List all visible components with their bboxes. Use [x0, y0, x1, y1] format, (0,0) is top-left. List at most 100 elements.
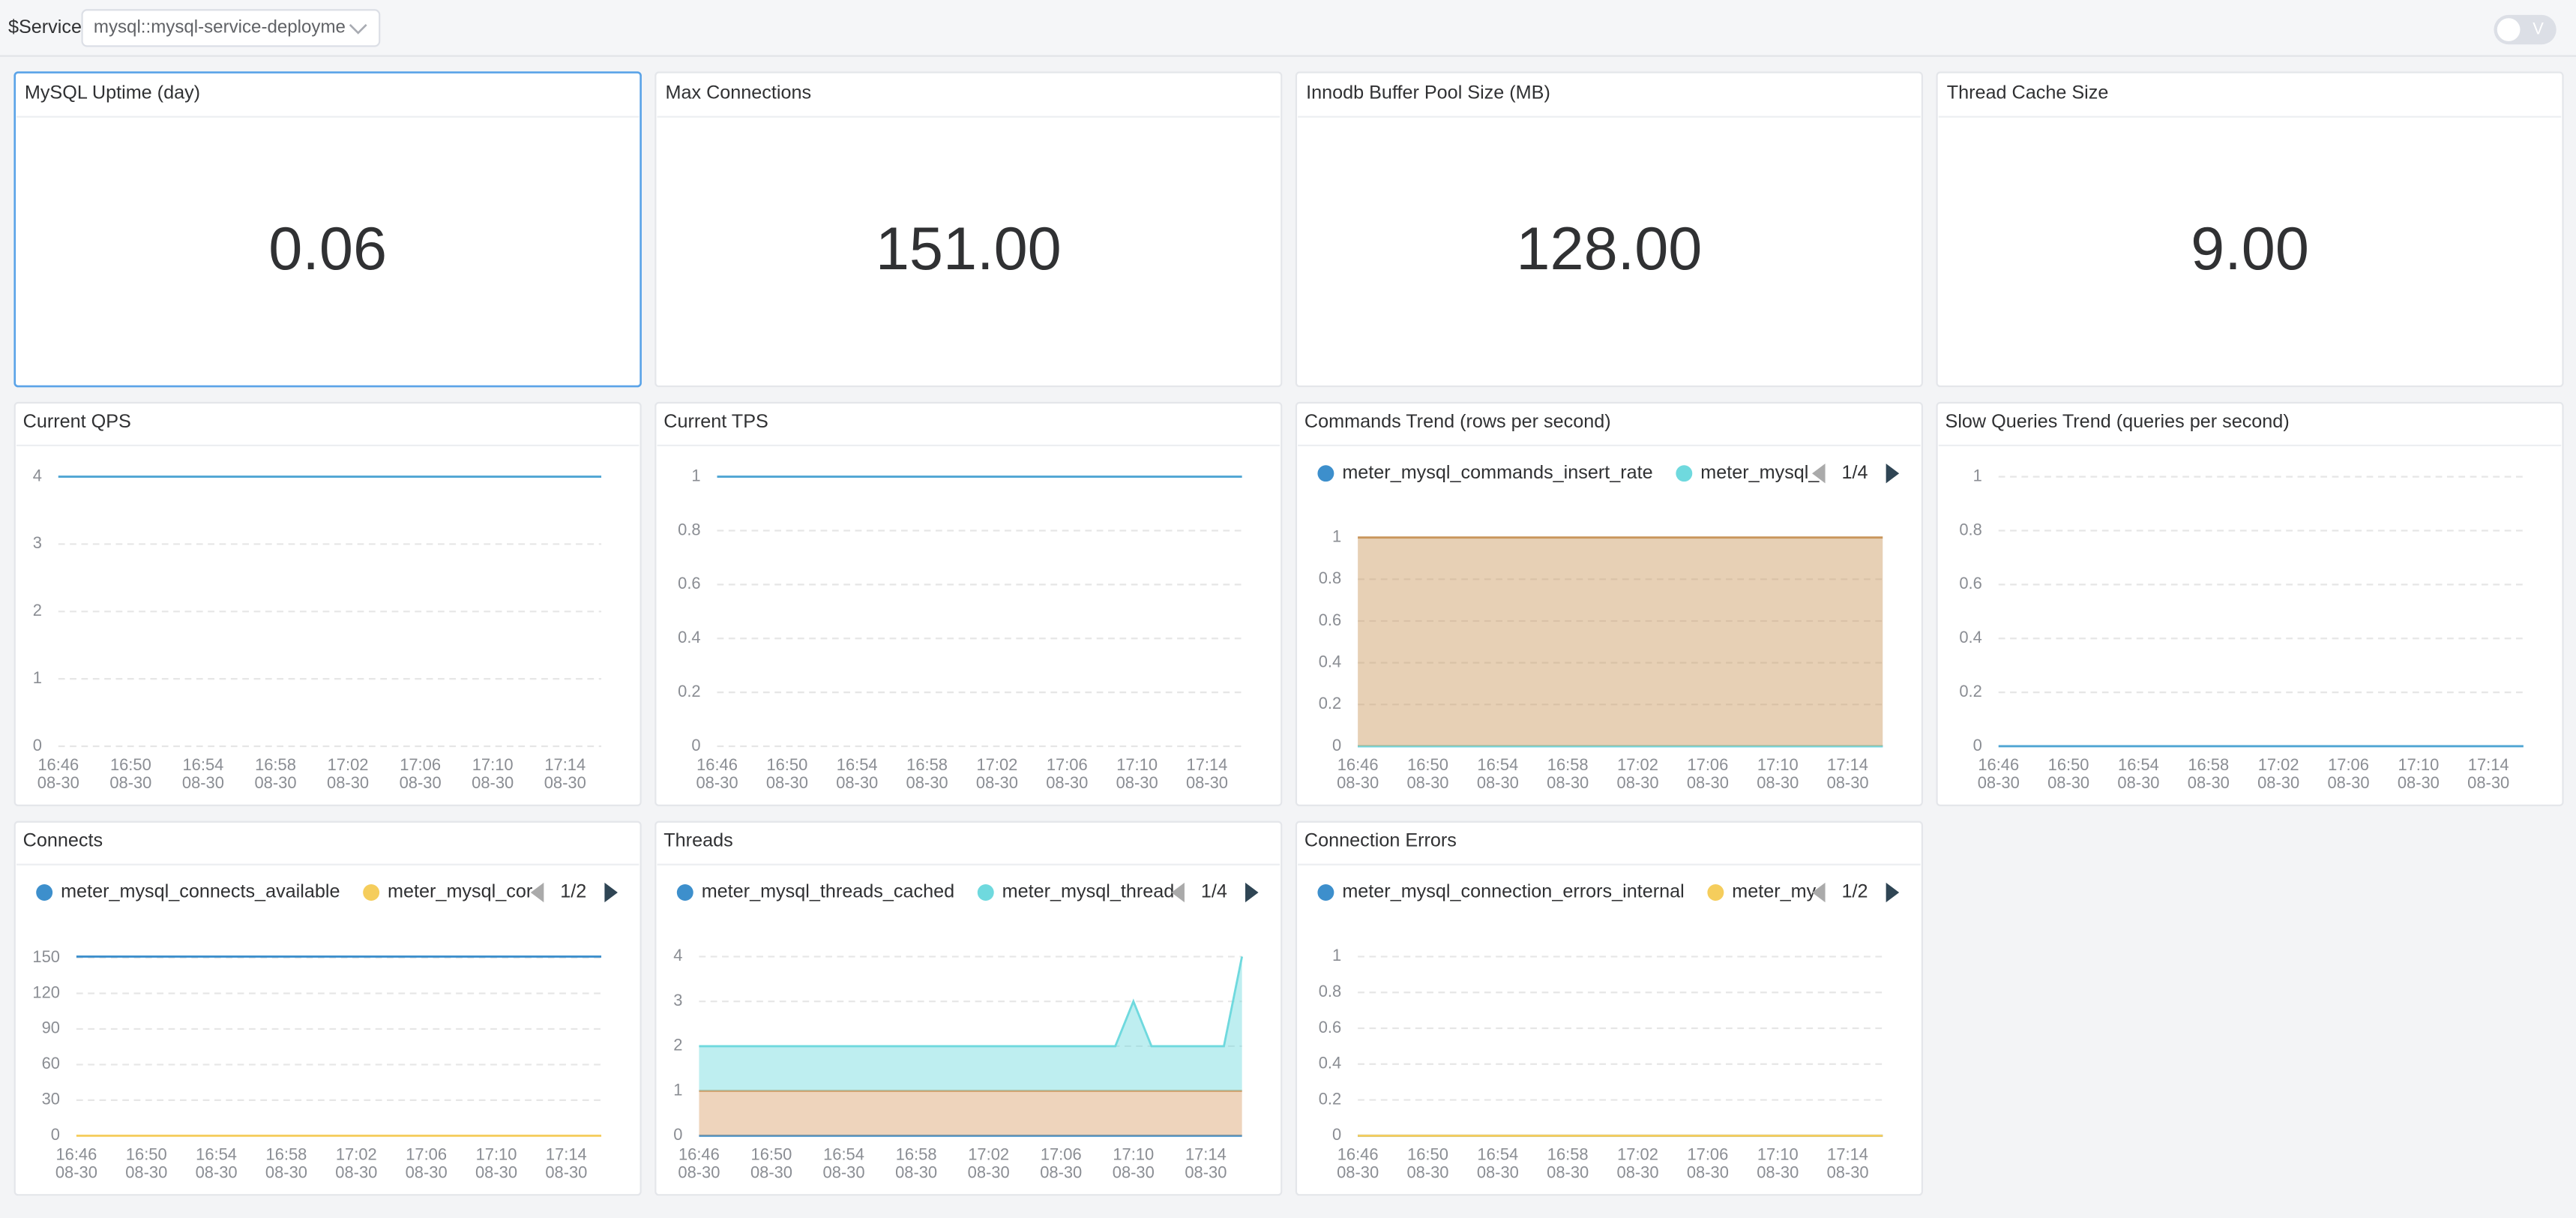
x-tick-date: 08-30: [1617, 1163, 1659, 1182]
x-tick-label: 16:58: [266, 1144, 307, 1163]
select-value[interactable]: mysql::mysql-service-deployme: [94, 17, 346, 38]
x-tick-date: 08-30: [836, 773, 878, 792]
y-tick-label: 0.6: [1319, 1018, 1341, 1036]
legend-marker: [363, 884, 380, 901]
x-tick-date: 08-30: [545, 1163, 587, 1182]
y-tick-label: 0: [673, 1125, 682, 1144]
panel-title: MySQL Uptime (day): [25, 82, 200, 104]
x-tick-date: 08-30: [968, 1163, 1010, 1182]
y-tick-label: 1: [1973, 466, 1982, 484]
chart-panel: [1295, 820, 1923, 1196]
legend-page: 1/2: [1842, 881, 1868, 902]
select-box[interactable]: [81, 9, 381, 47]
stat-value: 0.06: [268, 215, 387, 283]
y-tick-label: 0.6: [678, 574, 700, 592]
service-select[interactable]: mysql::mysql-service-deployme: [81, 9, 381, 47]
x-tick-label: 16:54: [1477, 1144, 1518, 1163]
select-chevron[interactable]: [349, 24, 367, 34]
toggle[interactable]: V: [2494, 14, 2557, 45]
y-tick-label: 0: [1332, 1125, 1341, 1144]
x-tick-date: 08-30: [1046, 773, 1088, 792]
y-tick-label: 60: [42, 1054, 60, 1072]
x-tick-date: 08-30: [1477, 773, 1519, 792]
panel-title: Current TPS: [663, 411, 768, 432]
x-tick-date: 08-30: [335, 1163, 377, 1182]
x-tick-date: 08-30: [1185, 1163, 1227, 1182]
toggle-text[interactable]: V: [2533, 19, 2544, 38]
x-tick-date: 08-30: [750, 1163, 792, 1182]
x-tick-label: 17:02: [977, 755, 1018, 774]
x-tick-label: 17:10: [472, 755, 514, 774]
y-tick-label: 0.8: [1319, 568, 1341, 587]
x-tick-date: 08-30: [906, 773, 948, 792]
panel-title: Current QPS: [23, 411, 131, 432]
legend-prev: [1812, 464, 1826, 484]
x-tick-label: 16:50: [766, 755, 807, 774]
y-tick-label: 0: [691, 736, 700, 754]
x-tick-date: 08-30: [976, 773, 1018, 792]
stat-panel: [13, 71, 642, 388]
x-tick-date: 08-30: [1757, 773, 1799, 792]
x-tick-label: 17:06: [1041, 1144, 1082, 1163]
legend-page: 1/4: [1842, 462, 1868, 483]
stat-value: 128.00: [1516, 215, 1702, 283]
x-tick-label: 17:10: [1113, 1144, 1154, 1163]
legend-marker: [1676, 465, 1693, 482]
y-tick-label: 1: [33, 668, 42, 687]
x-tick-label: 17:02: [968, 1144, 1009, 1163]
y-tick-label: 90: [42, 1018, 60, 1037]
stat-value: 151.00: [876, 215, 1062, 283]
x-tick-label: 16:46: [678, 1144, 720, 1163]
x-tick-label: 16:58: [255, 755, 296, 774]
chart-panel: [654, 401, 1283, 806]
x-tick-date: 08-30: [1687, 1163, 1729, 1182]
x-tick-label: 17:06: [400, 755, 441, 774]
legend-label: meter_mysql_threads_cached: [702, 881, 954, 902]
y-tick-label: 1: [673, 1080, 682, 1099]
chart-panel: [13, 820, 642, 1196]
x-tick-label: 16:46: [1337, 755, 1379, 774]
x-tick-label: 17:14: [544, 755, 586, 774]
x-tick-date: 08-30: [1116, 773, 1158, 792]
x-tick-label: 16:54: [196, 1144, 237, 1163]
x-tick-label: 17:06: [1687, 1144, 1728, 1163]
stat-value: 9.00: [2191, 215, 2309, 283]
legend-prev: [1171, 882, 1185, 903]
legend-marker: [1707, 884, 1724, 901]
y-tick-label: 4: [33, 466, 42, 484]
toggle-knob[interactable]: [2497, 18, 2521, 41]
x-tick-label: 17:14: [1187, 755, 1228, 774]
y-tick-label: 0.6: [1319, 610, 1341, 629]
x-tick-label: 16:58: [1547, 1144, 1589, 1163]
x-tick-label: 17:02: [2258, 755, 2299, 774]
chart-panel: [1936, 401, 2564, 806]
x-tick-date: 08-30: [1337, 773, 1379, 792]
x-tick-label: 16:50: [1407, 755, 1448, 774]
y-tick-label: 0.8: [1959, 520, 1981, 538]
x-tick-label: 17:14: [546, 1144, 587, 1163]
x-tick-label: 16:54: [823, 1144, 864, 1163]
x-tick-date: 08-30: [1477, 1163, 1519, 1182]
series-area: [699, 956, 1242, 1091]
x-tick-date: 08-30: [2188, 773, 2230, 792]
toolbar: [0, 0, 2576, 56]
x-tick-date: 08-30: [265, 1163, 307, 1182]
x-tick-label: 16:54: [183, 755, 224, 774]
y-tick-label: 0.2: [678, 682, 700, 700]
legend-prev: [530, 882, 544, 903]
y-tick-label: 120: [32, 982, 60, 1001]
x-tick-date: 08-30: [766, 773, 808, 792]
legend-label: meter_mysql_cor: [388, 881, 532, 902]
legend-marker: [1317, 884, 1334, 901]
x-tick-date: 08-30: [475, 1163, 517, 1182]
x-tick-date: 08-30: [696, 773, 738, 792]
x-tick-date: 08-30: [2117, 773, 2159, 792]
x-tick-date: 08-30: [1406, 1163, 1448, 1182]
y-tick-label: 0: [1973, 736, 1982, 754]
x-tick-label: 17:06: [406, 1144, 447, 1163]
x-tick-label: 17:06: [2328, 755, 2369, 774]
y-tick-label: 0.4: [1319, 652, 1341, 670]
y-tick-label: 0.8: [1319, 982, 1341, 1000]
legend-marker: [977, 884, 994, 901]
x-tick-date: 08-30: [1617, 773, 1659, 792]
